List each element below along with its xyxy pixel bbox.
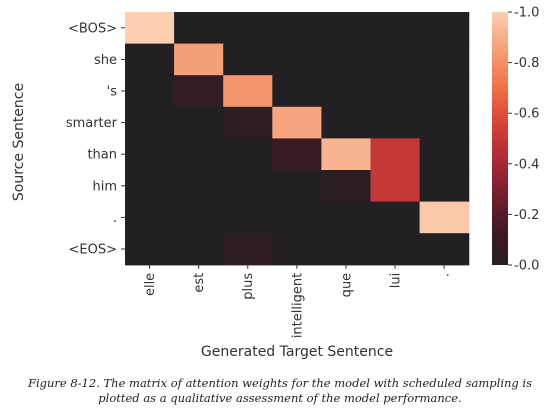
y-tick-label: . xyxy=(113,211,117,226)
heatmap-cell xyxy=(223,106,273,139)
heatmap-cell xyxy=(125,170,175,203)
heatmap-cell xyxy=(419,43,470,76)
heatmap-cell xyxy=(370,12,421,45)
colorbar: -0.0 -0.2 -0.4 -0.6 -0.8 -1.0 xyxy=(492,6,539,274)
heatmap-cell xyxy=(370,201,421,234)
x-tick-label: elle xyxy=(143,273,158,296)
x-tick-label: . xyxy=(438,273,453,277)
x-tick-label: intelligent xyxy=(290,273,305,338)
heatmap-cell xyxy=(125,106,175,139)
heatmap-cell xyxy=(223,170,273,203)
heatmap-cell xyxy=(174,75,224,108)
heatmap-cell xyxy=(223,43,273,76)
heatmap-cell xyxy=(419,75,470,108)
heatmap-cell xyxy=(321,12,372,45)
heatmap-cell xyxy=(174,170,224,203)
heatmap-cell xyxy=(272,106,322,139)
y-tick-label: smarter xyxy=(66,116,118,131)
y-tick-label: than xyxy=(87,148,117,163)
heatmap-cell xyxy=(125,138,175,171)
colorbar-tick-label: -0.4 xyxy=(514,157,539,172)
heatmap-cell xyxy=(370,106,421,139)
colorbar-ticks: -0.0 -0.2 -0.4 -0.6 -0.8 -1.0 xyxy=(508,6,539,274)
heatmap-cell xyxy=(223,75,273,108)
x-tick-label: est xyxy=(192,273,207,293)
heatmap-cell xyxy=(370,170,421,203)
heatmap-cell xyxy=(174,106,224,139)
heatmap-cell xyxy=(321,106,372,139)
heatmap-cell xyxy=(321,233,372,266)
heatmap-cell xyxy=(272,75,322,108)
colorbar-scale xyxy=(492,12,508,265)
y-tick-label: she xyxy=(94,53,117,68)
heatmap-cell xyxy=(223,201,273,234)
heatmap-cell xyxy=(174,201,224,234)
y-tick-label: <EOS> xyxy=(69,243,117,258)
attention-heatmap-figure: <BOS> she 's smarter than him. <EOS> elle est pl… xyxy=(11,6,539,361)
heatmap-cell xyxy=(125,43,175,76)
heatmap-cell xyxy=(419,201,470,234)
heatmap-cell xyxy=(370,75,421,108)
heatmap-cell xyxy=(223,233,273,266)
heatmap-cell xyxy=(321,75,372,108)
heatmap-cell xyxy=(419,138,470,171)
heatmap-cell xyxy=(223,138,273,171)
colorbar-tick-label: -0.0 xyxy=(514,259,539,274)
heatmap-cell xyxy=(223,12,273,45)
heatmap-cell xyxy=(272,12,322,45)
x-tick-label: lui xyxy=(389,273,404,288)
heatmap-cell xyxy=(370,43,421,76)
heatmap-cell xyxy=(272,138,322,171)
heatmap-cell xyxy=(272,170,322,203)
heatmap-cell xyxy=(370,233,421,266)
heatmap-cell xyxy=(321,170,372,203)
heatmap-cells xyxy=(125,12,470,266)
heatmap-cell xyxy=(125,75,175,108)
heatmap-cell xyxy=(125,233,175,266)
heatmap-cell xyxy=(321,201,372,234)
colorbar-tick-label: -0.8 xyxy=(514,56,539,71)
heatmap-cell xyxy=(125,12,175,45)
heatmap-cell xyxy=(272,233,322,266)
heatmap-cell xyxy=(125,201,175,234)
x-tick-label: plus xyxy=(241,273,256,300)
heatmap-cell xyxy=(419,12,470,45)
heatmap-cell xyxy=(174,138,224,171)
heatmap-cell xyxy=(321,43,372,76)
heatmap-cell xyxy=(174,43,224,76)
x-tick-label: que xyxy=(339,273,354,298)
heatmap-cell xyxy=(272,43,322,76)
figure-caption: Figure 8-12. The matrix of attention wei… xyxy=(27,376,533,405)
y-axis-label: Source Sentence xyxy=(11,83,27,201)
x-axis-label: Generated Target Sentence xyxy=(201,344,393,360)
heatmap-cell xyxy=(321,138,372,171)
y-axis-ticks: <BOS> she 's smarter than him. <EOS> xyxy=(66,21,125,258)
y-tick-label: 's xyxy=(107,85,118,100)
colorbar-tick-label: -0.2 xyxy=(514,208,539,223)
y-tick-label: him xyxy=(92,179,117,194)
heatmap-cell xyxy=(370,138,421,171)
x-axis-ticks: elle est plus intelligent que lui. xyxy=(143,264,453,338)
heatmap-cell xyxy=(174,233,224,266)
heatmap-cell xyxy=(419,106,470,139)
heatmap-cell xyxy=(272,201,322,234)
colorbar-tick-label: -0.6 xyxy=(514,107,539,122)
y-tick-label: <BOS> xyxy=(68,21,117,36)
colorbar-tick-label: -1.0 xyxy=(514,6,539,21)
heatmap-cell xyxy=(419,233,470,266)
heatmap-cell xyxy=(419,170,470,203)
heatmap-cell xyxy=(174,12,224,45)
